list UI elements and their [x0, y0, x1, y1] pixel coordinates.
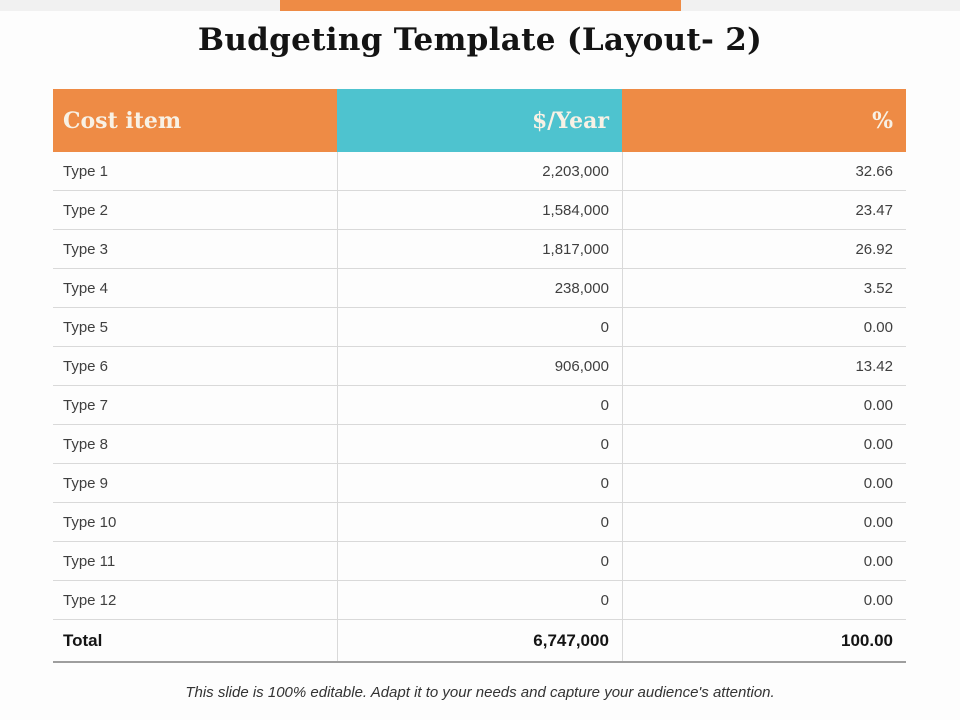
table-row: Type 7 0 0.00: [53, 386, 906, 425]
header-cost-item: Cost item: [53, 89, 338, 152]
table-row: Type 5 0 0.00: [53, 308, 906, 347]
table-row: Type 6 906,000 13.42: [53, 347, 906, 386]
cell-percent-value: 0.00: [621, 503, 906, 541]
cell-percent-value: 23.47: [621, 191, 906, 229]
cell-year-value: 0: [337, 581, 622, 619]
cell-percent-value: 32.66: [621, 152, 906, 190]
table-row: Type 11 0 0.00: [53, 542, 906, 581]
cell-percent-value: 13.42: [621, 347, 906, 385]
table-row: Type 4 238,000 3.52: [53, 269, 906, 308]
table-row: Type 8 0 0.00: [53, 425, 906, 464]
table-row: Type 2 1,584,000 23.47: [53, 191, 906, 230]
cell-percent-value: 0.00: [621, 581, 906, 619]
cell-cost-item: Type 3: [63, 240, 109, 258]
cell-year-value: 0: [337, 308, 622, 346]
cell-year-value: 1,584,000: [337, 191, 622, 229]
cell-cost-item: Type 10: [63, 513, 117, 531]
cell-percent-value: 0.00: [621, 308, 906, 346]
cell-year-value: 0: [337, 542, 622, 580]
cell-percent-value: 0.00: [621, 386, 906, 424]
table-row: Type 9 0 0.00: [53, 464, 906, 503]
header-dollars-per-year: $/Year: [337, 89, 622, 152]
cell-percent-value: 26.92: [621, 230, 906, 268]
cell-year-value: 1,817,000: [337, 230, 622, 268]
slide-title: Budgeting Template (Layout- 2): [197, 22, 763, 58]
cell-cost-item: Type 7: [63, 396, 109, 414]
cell-cost-item: Type 4: [63, 279, 109, 297]
cell-cost-item: Type 12: [63, 591, 117, 609]
total-percent-value: 100.00: [621, 620, 906, 661]
cell-cost-item: Type 11: [63, 552, 116, 570]
table-row: Type 1 2,203,000 32.66: [53, 152, 906, 191]
cell-percent-value: 3.52: [621, 269, 906, 307]
total-year-value: 6,747,000: [337, 620, 622, 661]
table-header-row: Cost item $/Year %: [53, 89, 906, 152]
cell-year-value: 0: [337, 425, 622, 463]
cell-cost-item: Type 5: [63, 318, 109, 336]
cell-year-value: 238,000: [337, 269, 622, 307]
cell-cost-item: Type 8: [63, 435, 109, 453]
top-accent-bar: [280, 0, 681, 11]
footer-note: This slide is 100% editable. Adapt it to…: [185, 684, 775, 701]
total-label: Total: [63, 630, 103, 650]
table-row: Type 12 0 0.00: [53, 581, 906, 620]
cell-percent-value: 0.00: [621, 464, 906, 502]
header-percent: %: [621, 89, 906, 152]
cell-percent-value: 0.00: [621, 425, 906, 463]
cell-cost-item: Type 9: [63, 474, 109, 492]
table-row: Type 10 0 0.00: [53, 503, 906, 542]
cell-year-value: 906,000: [337, 347, 622, 385]
cell-percent-value: 0.00: [621, 542, 906, 580]
cell-cost-item: Type 6: [63, 357, 109, 375]
cell-year-value: 0: [337, 386, 622, 424]
table-row: Type 3 1,817,000 26.92: [53, 230, 906, 269]
cell-cost-item: Type 1: [63, 162, 109, 180]
cell-year-value: 0: [337, 503, 622, 541]
cell-year-value: 0: [337, 464, 622, 502]
table-total-row: Total 6,747,000 100.00: [53, 620, 906, 663]
budget-table: Cost item $/Year % Type 1 2,203,000 32.6…: [53, 89, 906, 663]
cell-year-value: 2,203,000: [337, 152, 622, 190]
cell-cost-item: Type 2: [63, 201, 109, 219]
